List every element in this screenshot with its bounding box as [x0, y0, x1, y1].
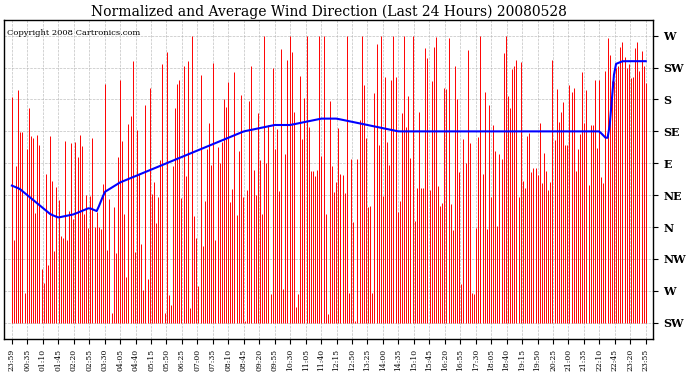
Text: Copyright 2008 Cartronics.com: Copyright 2008 Cartronics.com	[8, 29, 141, 37]
Title: Normalized and Average Wind Direction (Last 24 Hours) 20080528: Normalized and Average Wind Direction (L…	[91, 4, 566, 18]
